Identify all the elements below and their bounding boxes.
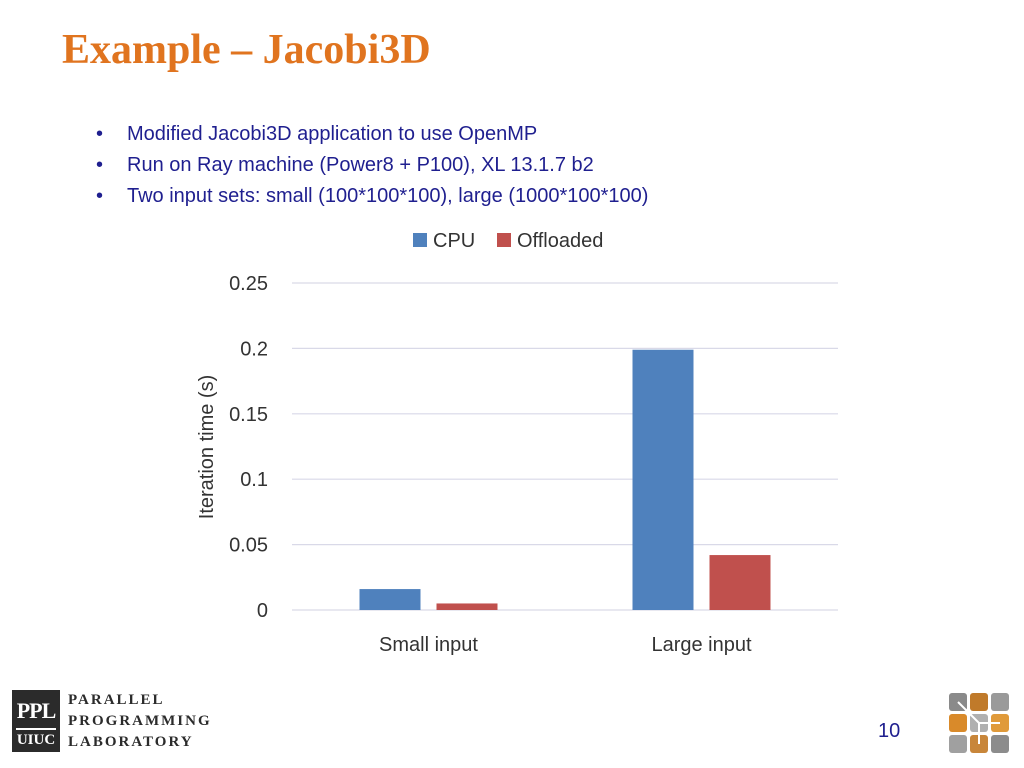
bullet-glyph: • bbox=[96, 154, 104, 176]
legend-swatch bbox=[413, 233, 427, 247]
legend-swatch bbox=[497, 233, 511, 247]
ppl-logo-word: PARALLEL bbox=[68, 692, 165, 708]
bullet-glyph: • bbox=[96, 123, 104, 145]
ppl-logo-box: PPL UIUC bbox=[12, 690, 60, 752]
y-tick-label: 0.25 bbox=[229, 273, 268, 295]
bullet-item: • Modified Jacobi3D application to use Op… bbox=[96, 119, 648, 150]
ppl-logo-word: LABORATORY bbox=[68, 734, 194, 750]
x-tick-label: Large input bbox=[651, 634, 752, 656]
y-tick-label: 0.2 bbox=[240, 338, 268, 360]
bullet-text: Two input sets: small (100*100*100), lar… bbox=[127, 185, 649, 207]
grid-logo-icon bbox=[949, 693, 1009, 753]
bullet-item: • Two input sets: small (100*100*100), la… bbox=[96, 181, 648, 212]
ppl-logo: PPL UIUC PARALLEL PROGRAMMING LABORATORY bbox=[12, 690, 210, 754]
bar-offloaded-1 bbox=[709, 555, 771, 610]
bar-cpu-0 bbox=[359, 589, 421, 610]
bar-cpu-1 bbox=[632, 349, 694, 610]
x-tick-label: Small input bbox=[379, 634, 478, 656]
page-number: 10 bbox=[878, 720, 901, 742]
ppl-logo-acronym: PPL bbox=[16, 698, 57, 723]
y-tick-label: 0.1 bbox=[240, 469, 268, 491]
y-tick-label: 0.15 bbox=[229, 404, 268, 426]
bar-offloaded-0 bbox=[436, 603, 498, 610]
bullet-text: Modified Jacobi3D application to use Ope… bbox=[127, 123, 538, 145]
y-axis-label: Iteration time (s) bbox=[196, 375, 218, 519]
ppl-logo-words: PARALLEL PROGRAMMING LABORATORY bbox=[68, 690, 212, 753]
legend-label: CPU bbox=[433, 230, 475, 252]
bullet-list: • Modified Jacobi3D application to use Op… bbox=[96, 119, 648, 212]
ppl-logo-word: PROGRAMMING bbox=[68, 713, 212, 729]
legend-label: Offloaded bbox=[517, 230, 603, 252]
y-tick-label: 0.05 bbox=[229, 535, 268, 557]
y-tick-label: 0 bbox=[257, 600, 268, 622]
ppl-logo-uiuc: UIUC bbox=[16, 728, 56, 749]
bullet-glyph: • bbox=[96, 185, 104, 207]
bullet-text: Run on Ray machine (Power8 + P100), XL 1… bbox=[127, 154, 594, 176]
bullet-item: • Run on Ray machine (Power8 + P100), XL … bbox=[96, 150, 648, 181]
slide-title: Example – Jacobi3D bbox=[62, 27, 431, 73]
